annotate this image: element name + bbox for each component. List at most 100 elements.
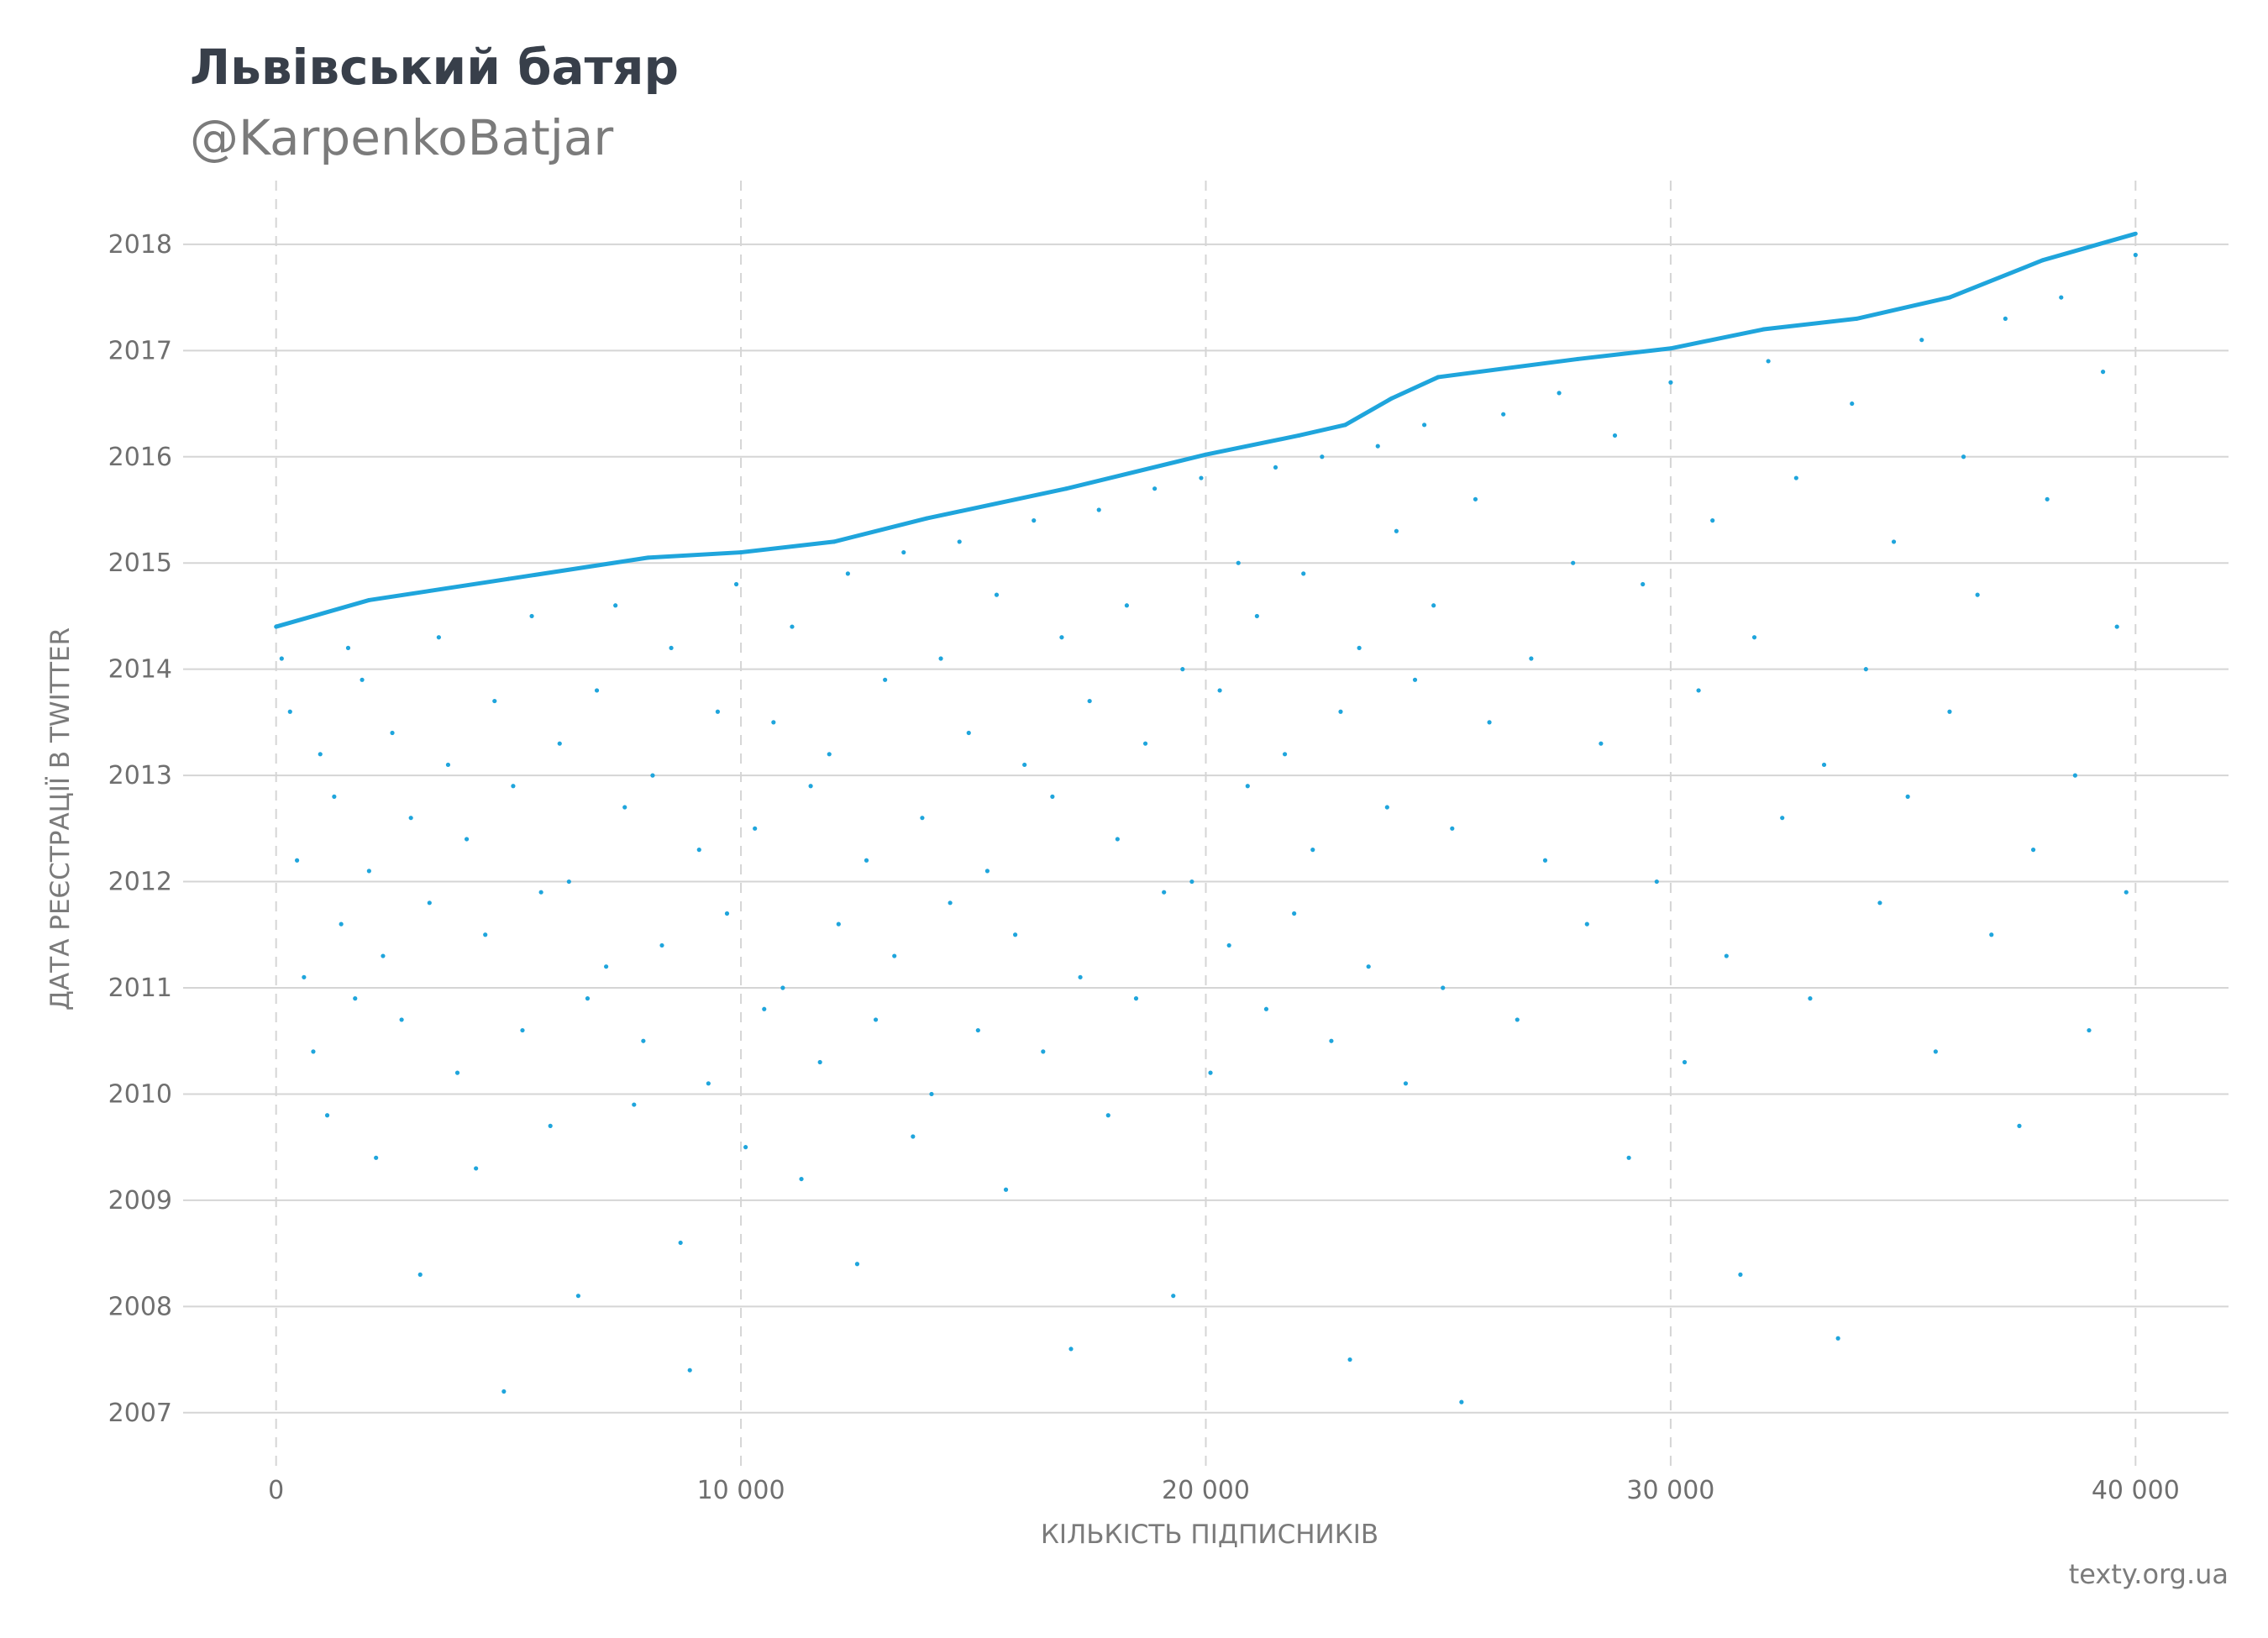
scatter-point	[743, 1145, 748, 1150]
scatter-point	[1384, 805, 1389, 810]
scatter-point	[1394, 528, 1399, 533]
scatter-point	[2072, 773, 2077, 778]
y-tick-label: 2014	[108, 655, 172, 685]
envelope-segment	[1063, 452, 1208, 491]
scatter-point	[2045, 496, 2050, 501]
scatter-point	[1022, 762, 1027, 768]
envelope-segment	[1204, 433, 1301, 457]
scatter-point	[1013, 932, 1018, 937]
envelope-segment	[366, 576, 511, 602]
scatter-point	[1357, 645, 1362, 650]
envelope-segment	[1296, 423, 1348, 438]
scatter-point	[1877, 900, 1882, 906]
scatter-point	[345, 645, 351, 650]
scatter-point	[790, 624, 795, 629]
scatter-point	[318, 752, 323, 757]
scatter-point	[501, 1389, 507, 1394]
envelope-segment	[1575, 346, 1673, 361]
scatter-point	[2059, 295, 2064, 300]
y-tick-label: 2008	[108, 1292, 172, 1321]
scatter-point	[1975, 592, 1980, 597]
scatter-point	[1375, 444, 1380, 449]
scatter-point	[1557, 391, 1562, 396]
scatter-point	[1780, 816, 1785, 821]
scatter-point	[427, 900, 432, 906]
scatter-point	[2133, 252, 2138, 258]
scatter-point	[1301, 571, 1306, 576]
chart-subtitle: @KarpenkoBatjar	[190, 109, 614, 166]
scatter-point	[548, 1123, 553, 1128]
data-points	[274, 231, 2138, 1404]
scatter-point	[2030, 848, 2036, 853]
scatter-point	[1668, 380, 1673, 385]
scatter-point	[622, 805, 627, 810]
scatter-point	[1612, 433, 1618, 438]
scatter-point	[966, 730, 971, 736]
scatter-point	[1599, 741, 1604, 746]
scatter-point	[1208, 1070, 1213, 1075]
scatter-point	[575, 1294, 580, 1299]
scatter-point	[294, 858, 300, 863]
scatter-point	[474, 1166, 479, 1171]
x-axis-label: КІЛЬКІСТЬ ПІДПИСНИКІВ	[1041, 1520, 1378, 1550]
y-tick-label: 2010	[108, 1079, 172, 1109]
envelope-segment	[738, 539, 837, 555]
scatter-point	[408, 816, 413, 821]
scatter-point	[464, 837, 470, 842]
scatter-point	[557, 741, 562, 746]
scatter-point	[2017, 1123, 2022, 1128]
scatter-point	[715, 709, 721, 714]
scatter-point	[1245, 784, 1250, 789]
x-axis-tick-labels: 0 10 000 20 000 30 000 40 000	[268, 1476, 2180, 1505]
scatter-point	[566, 879, 571, 885]
scatter-point	[1850, 401, 1855, 407]
scatter-point	[1338, 709, 1343, 714]
scatter-point	[854, 1262, 860, 1267]
scatter-point	[604, 964, 609, 969]
scatter-point	[650, 773, 655, 778]
scatter-point	[1162, 890, 1167, 895]
scatter-point	[2114, 624, 2119, 629]
envelope-segment	[1761, 316, 1859, 332]
scatter-point	[1078, 974, 1083, 979]
scatter-point	[845, 571, 850, 576]
scatter-point	[366, 869, 371, 874]
scatter-point	[1989, 932, 1994, 937]
scatter-point	[1919, 338, 1924, 343]
scatter-point	[808, 784, 813, 789]
x-tick-label: 10 000	[697, 1476, 785, 1505]
scatter-point	[669, 645, 674, 650]
scatter-point	[771, 720, 776, 725]
scatter-point	[1422, 423, 1427, 428]
envelope-segment	[924, 486, 1068, 521]
scatter-point	[901, 549, 906, 555]
scatter-point	[2087, 1027, 2092, 1033]
scatter-point	[892, 953, 897, 958]
scatter-point	[911, 1134, 916, 1139]
scatter-point	[436, 635, 441, 640]
scatter-point	[762, 1006, 767, 1011]
scatter-point	[2100, 370, 2106, 375]
scatter-point	[1032, 518, 1037, 523]
scatter-point	[1835, 1336, 1840, 1341]
scatter-point	[483, 932, 488, 937]
scatter-point	[454, 1070, 460, 1075]
x-tick-label: 20 000	[1162, 1476, 1250, 1505]
y-tick-label: 2015	[108, 549, 172, 578]
scatter-point	[1793, 475, 1798, 480]
scatter-point	[1273, 465, 1278, 470]
scatter-point	[279, 656, 284, 661]
scatter-point	[417, 1272, 423, 1277]
scatter-point	[864, 858, 869, 863]
scatter-point	[1766, 359, 1771, 364]
scatter-point	[445, 762, 451, 768]
scatter-point	[332, 794, 337, 799]
scatter-point	[302, 974, 307, 979]
x-tick-label: 40 000	[2092, 1476, 2180, 1505]
vertical-gridlines	[275, 181, 2137, 1466]
y-tick-label: 2017	[108, 336, 172, 365]
scatter-point	[929, 1091, 934, 1097]
scatter-point	[1654, 879, 1659, 885]
scatter-point	[1961, 454, 1966, 459]
scatter-point	[381, 953, 386, 958]
